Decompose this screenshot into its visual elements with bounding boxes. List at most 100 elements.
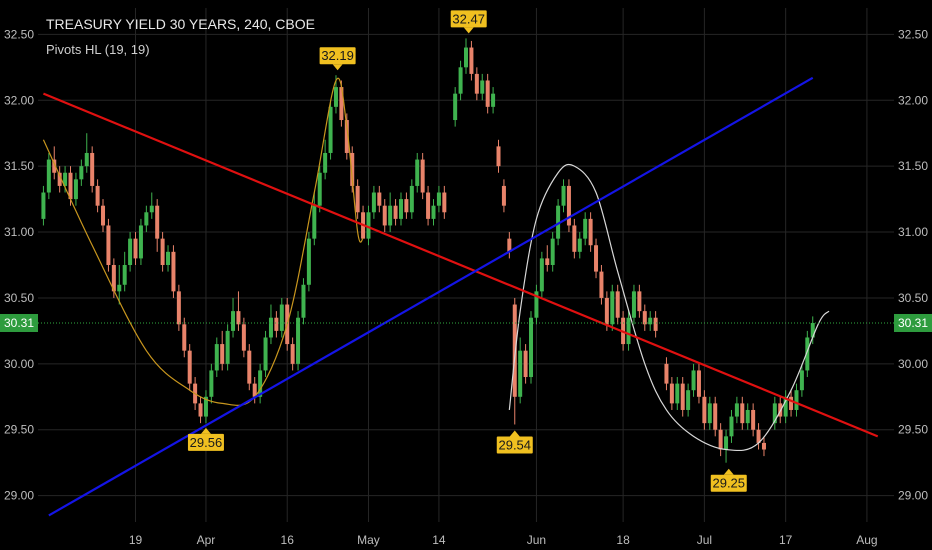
candle-body xyxy=(756,429,761,443)
candle-body xyxy=(388,205,393,226)
y-tick-label-left: 30.00 xyxy=(4,357,34,371)
candle-body xyxy=(496,146,501,167)
y-tick-label-left: 31.00 xyxy=(4,225,34,239)
candle-body xyxy=(241,324,246,351)
candle-body xyxy=(474,73,479,94)
candle-body xyxy=(382,205,387,226)
candle-body xyxy=(160,238,165,265)
y-tick-label-left: 31.50 xyxy=(4,159,34,173)
candle-body xyxy=(761,442,766,450)
candle-body xyxy=(805,337,810,371)
candle-body xyxy=(68,172,73,200)
candle-body xyxy=(702,396,707,424)
y-tick-label-right: 30.00 xyxy=(898,357,928,371)
candle-body xyxy=(626,317,631,345)
x-tick-label: Jul xyxy=(697,533,712,547)
pivot-label-box xyxy=(319,47,356,65)
candle-body xyxy=(166,251,171,265)
candle-body xyxy=(539,258,544,292)
candle-body xyxy=(84,152,89,167)
candle-body xyxy=(436,192,441,206)
candle-body xyxy=(296,317,301,364)
candle-body xyxy=(691,370,696,391)
candle-body xyxy=(491,93,496,107)
x-tick-label: 18 xyxy=(616,533,630,547)
pivot-label-pointer xyxy=(332,64,343,71)
candle-body xyxy=(317,172,322,206)
candle-body xyxy=(231,311,236,331)
last-price-tag xyxy=(894,313,932,332)
pivot-label-pointer xyxy=(463,27,474,34)
candle-body xyxy=(398,199,403,219)
candle-body xyxy=(371,192,376,213)
candle-body xyxy=(306,238,311,285)
candle-body xyxy=(740,403,745,424)
candle-body xyxy=(696,370,701,397)
y-tick-label-left: 32.00 xyxy=(4,93,34,107)
pivot-label-pointer xyxy=(723,468,734,475)
candle-body xyxy=(187,350,192,384)
candle-body xyxy=(599,271,604,298)
candle-body xyxy=(149,205,154,213)
candle-body xyxy=(556,205,561,239)
y-tick-label-right: 31.50 xyxy=(898,159,928,173)
candle-body xyxy=(333,87,338,107)
candle-body xyxy=(604,297,609,325)
y-tick-label-right: 29.50 xyxy=(898,423,928,437)
candle-body xyxy=(734,403,739,417)
candle-body xyxy=(144,212,149,226)
y-tick-label-left: 29.50 xyxy=(4,423,34,437)
candle-body xyxy=(247,350,252,384)
pivot-label-text: 32.19 xyxy=(321,48,354,63)
y-tick-label-right: 32.50 xyxy=(898,27,928,41)
candle-body xyxy=(686,390,691,410)
candle-body xyxy=(117,284,122,292)
chart-title: TREASURY YIELD 30 YEARS, 240, CBOE xyxy=(46,16,315,32)
candle-body xyxy=(794,390,799,410)
candle-body xyxy=(772,403,777,424)
candle-body xyxy=(268,317,273,338)
candle-body xyxy=(225,330,230,364)
candle-body xyxy=(393,205,398,219)
candle-body xyxy=(583,218,588,239)
candle-body xyxy=(572,225,577,252)
candle-body xyxy=(442,192,447,213)
y-tick-label-left: 30.50 xyxy=(4,291,34,305)
pivot-label-box xyxy=(187,433,224,451)
y-tick-label-right: 32.00 xyxy=(898,93,928,107)
candle-body xyxy=(182,324,187,351)
x-tick-label: 16 xyxy=(281,533,295,547)
candle-body xyxy=(729,416,734,437)
candle-body xyxy=(258,370,263,397)
candle-body xyxy=(566,185,571,226)
candle-body xyxy=(409,185,414,213)
candle-body xyxy=(588,218,593,246)
candle-body xyxy=(279,304,284,331)
grid-lines xyxy=(38,8,894,522)
candle-body xyxy=(106,225,111,265)
pivot-label-text: 29.54 xyxy=(498,437,531,452)
candlestick-series xyxy=(41,38,815,463)
x-tick-label: Apr xyxy=(197,533,216,547)
candle-body xyxy=(637,291,642,312)
candle-body xyxy=(155,205,160,239)
pivot-label-pointer xyxy=(509,430,520,437)
candle-body xyxy=(198,403,203,417)
candle-body xyxy=(610,291,615,325)
candle-body xyxy=(128,238,133,265)
candle-body xyxy=(73,179,78,200)
candle-body xyxy=(615,291,620,318)
candle-body xyxy=(328,106,333,153)
trendlines xyxy=(42,76,879,517)
candle-body xyxy=(529,317,534,378)
candle-body xyxy=(404,199,409,213)
candle-body xyxy=(90,152,95,186)
candle-body xyxy=(561,185,566,206)
candle-body xyxy=(203,396,208,417)
x-tick-label: 19 xyxy=(129,533,143,547)
candle-body xyxy=(485,80,490,107)
curve-left xyxy=(42,77,364,407)
candle-body xyxy=(171,251,176,292)
pivot-label-box xyxy=(496,436,533,454)
